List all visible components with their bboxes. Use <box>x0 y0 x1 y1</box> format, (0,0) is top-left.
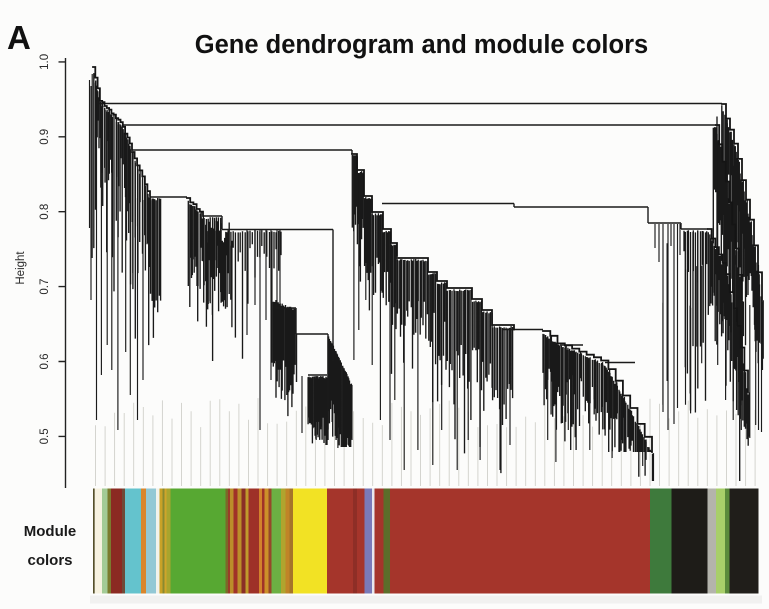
svg-text:0.5: 0.5 <box>39 428 51 444</box>
svg-text:Height: Height <box>15 251 27 285</box>
svg-text:0.9: 0.9 <box>39 129 51 145</box>
svg-text:0.7: 0.7 <box>39 279 51 295</box>
svg-text:1.0: 1.0 <box>39 54 51 70</box>
svg-text:0.6: 0.6 <box>39 354 51 370</box>
svg-text:0.8: 0.8 <box>39 204 51 220</box>
